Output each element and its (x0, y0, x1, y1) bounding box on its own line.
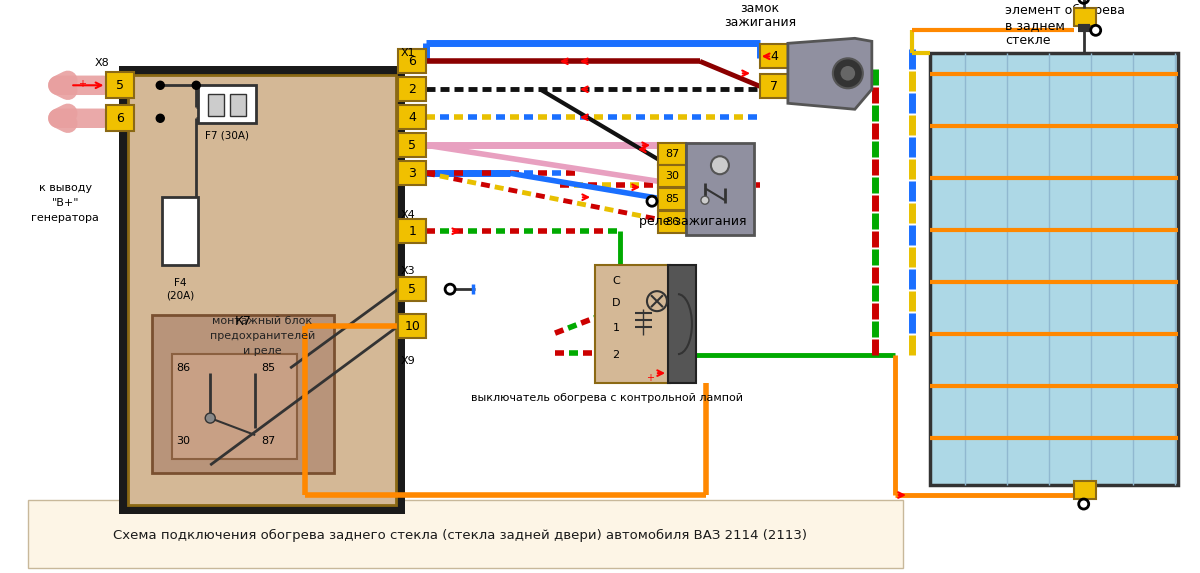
Bar (686, 143, 754, 235)
Text: 6: 6 (116, 112, 125, 125)
Text: 2: 2 (612, 350, 619, 360)
Bar (398, 314, 426, 338)
Text: 30: 30 (176, 436, 191, 446)
Text: 10: 10 (404, 320, 420, 333)
Circle shape (445, 284, 455, 294)
Text: монтажный блок: монтажный блок (212, 316, 312, 326)
Bar (107, 72, 134, 99)
Text: X8: X8 (95, 58, 109, 68)
Text: стекле: стекле (1004, 34, 1050, 47)
Circle shape (701, 196, 709, 204)
Text: реле зажигания: реле зажигания (640, 215, 746, 227)
Circle shape (647, 196, 656, 206)
Text: 86: 86 (665, 217, 679, 227)
Bar (658, 211, 686, 233)
Text: D: D (612, 298, 620, 308)
Circle shape (156, 81, 164, 89)
Text: 4: 4 (408, 111, 416, 124)
Bar (398, 277, 426, 301)
Bar (760, 44, 788, 68)
Text: 7: 7 (770, 80, 778, 93)
Text: 1: 1 (612, 323, 619, 333)
Bar (128, 75, 396, 505)
Bar (1074, 9, 1096, 26)
Text: выключатель обогрева с контрольной лампой: выключатель обогрева с контрольной лампо… (470, 393, 743, 403)
Text: элемент обогрева: элемент обогрева (1004, 4, 1124, 17)
Bar (152, 315, 334, 473)
Text: X9: X9 (401, 356, 415, 366)
Bar (398, 49, 426, 73)
Circle shape (205, 413, 215, 423)
Polygon shape (788, 38, 872, 109)
Text: 87: 87 (262, 436, 275, 446)
Bar (398, 161, 426, 185)
Text: 86: 86 (176, 363, 191, 373)
Bar (398, 219, 426, 243)
Bar (658, 165, 686, 187)
Bar (173, 354, 298, 459)
Text: F7 (30А): F7 (30А) (205, 130, 250, 140)
Text: 87: 87 (665, 149, 679, 159)
Text: 2: 2 (408, 83, 416, 96)
Text: 5: 5 (408, 282, 416, 296)
Text: (20А): (20А) (166, 290, 194, 300)
Circle shape (1091, 25, 1100, 36)
Text: "В+": "В+" (52, 198, 79, 208)
Bar (398, 105, 426, 129)
Text: 85: 85 (665, 194, 679, 204)
Text: в заднем: в заднем (1004, 19, 1064, 32)
Text: F4: F4 (174, 278, 186, 288)
Text: X4: X4 (401, 210, 415, 220)
Text: предохранителей: предохранителей (210, 331, 314, 341)
Text: замок: замок (740, 2, 780, 15)
Circle shape (840, 65, 856, 81)
Text: 85: 85 (262, 363, 275, 373)
Text: 6: 6 (408, 55, 416, 68)
Text: Схема подключения обогрева заднего стекла (стекла задней двери) автомобиля ВАЗ 2: Схема подключения обогрева заднего стекл… (113, 528, 808, 541)
Text: +: + (646, 373, 654, 383)
Circle shape (192, 81, 200, 89)
Text: X1: X1 (401, 48, 415, 58)
Text: к выводу: к выводу (38, 183, 92, 193)
Text: 5: 5 (116, 79, 125, 92)
Text: генератора: генератора (31, 213, 100, 223)
Text: 4: 4 (770, 50, 778, 63)
Bar (119, 66, 406, 514)
Bar (107, 105, 134, 131)
Circle shape (710, 156, 728, 174)
Text: и реле: и реле (242, 346, 282, 356)
Text: X3: X3 (401, 266, 415, 276)
Bar (1074, 481, 1096, 499)
Bar (658, 188, 686, 210)
Bar (162, 197, 198, 265)
Bar (209, 95, 224, 116)
Bar (398, 134, 426, 157)
Text: С: С (612, 276, 620, 286)
Circle shape (1079, 499, 1088, 509)
Bar (29, 500, 902, 568)
Bar (398, 77, 426, 101)
Text: К7: К7 (235, 315, 252, 328)
Bar (198, 85, 257, 123)
Bar (658, 143, 686, 165)
Bar (668, 265, 696, 383)
Bar (595, 265, 670, 383)
Bar (930, 53, 1177, 485)
Bar (760, 74, 788, 99)
Text: 3: 3 (408, 167, 416, 180)
Circle shape (156, 114, 164, 122)
Text: 5: 5 (408, 139, 416, 152)
Circle shape (833, 58, 863, 88)
Text: зажигания: зажигания (724, 16, 796, 29)
Text: 1: 1 (408, 225, 416, 238)
Bar (230, 95, 246, 116)
Text: 30: 30 (665, 171, 679, 181)
Text: +: + (78, 79, 86, 89)
